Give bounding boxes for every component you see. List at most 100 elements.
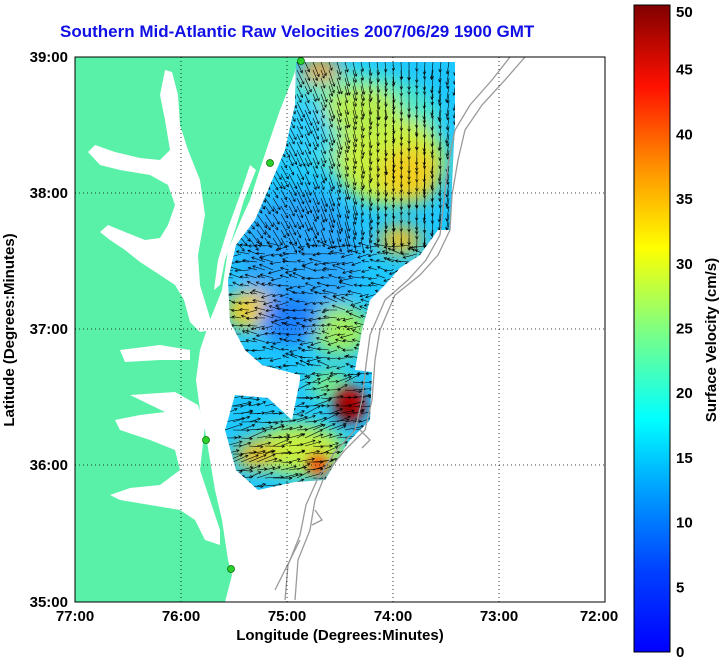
- velocity-arrow: [338, 281, 354, 287]
- velocity-arrow: [344, 189, 349, 200]
- velocity-arrow: [347, 274, 362, 279]
- velocity-arrow: [360, 165, 365, 179]
- velocity-arrow: [322, 295, 338, 303]
- velocity-arrow: [391, 197, 396, 209]
- velocity-arrow: [328, 458, 338, 463]
- velocity-arrow: [316, 240, 330, 247]
- velocity-arrow: [247, 249, 258, 255]
- velocity-arrow: [310, 330, 322, 335]
- velocity-arrow: [273, 317, 290, 323]
- x-tick-label: 77:00: [56, 608, 94, 625]
- velocity-arrow: [302, 308, 313, 312]
- velocity-arrow: [301, 276, 314, 280]
- velocity-arrow: [453, 109, 455, 125]
- velocity-arrow: [320, 423, 336, 431]
- velocity-arrow: [312, 416, 328, 423]
- velocity-arrow: [368, 237, 373, 254]
- velocity-arrow: [264, 197, 275, 213]
- velocity-arrow: [386, 257, 402, 263]
- velocity-arrow: [312, 384, 329, 391]
- velocity-arrow: [328, 125, 336, 144]
- velocity-arrow: [320, 213, 325, 223]
- velocity-arrow: [301, 252, 314, 256]
- velocity-arrow: [312, 125, 319, 140]
- velocity-arrow: [368, 133, 373, 149]
- velocity-arrow: [368, 101, 373, 115]
- velocity-arrow: [391, 101, 396, 115]
- velocity-arrow: [254, 316, 266, 320]
- velocity-arrow: [323, 308, 337, 312]
- velocity-arrow: [282, 354, 290, 359]
- velocity-arrow: [240, 441, 252, 447]
- velocity-arrow: [375, 274, 386, 279]
- velocity-arrow: [328, 221, 334, 234]
- velocity-arrow: [304, 165, 310, 175]
- velocity-arrow: [264, 435, 283, 439]
- velocity-arrow: [320, 101, 325, 112]
- velocity-arrow: [288, 415, 308, 423]
- velocity-arrow: [336, 157, 341, 168]
- velocity-arrow: [296, 133, 303, 145]
- velocity-arrow: [375, 259, 386, 263]
- velocity-arrow: [272, 221, 279, 231]
- velocity-arrow: [328, 189, 336, 207]
- velocity-arrow: [312, 62, 320, 78]
- velocity-arrow: [337, 276, 346, 280]
- velocity-arrow: [383, 245, 394, 249]
- velocity-arrow: [279, 337, 290, 343]
- velocity-arrow: [288, 189, 296, 203]
- velocity-arrow: [280, 347, 290, 352]
- velocity-arrow: [368, 117, 373, 130]
- velocity-arrow: [422, 125, 427, 139]
- velocity-arrow: [288, 285, 298, 290]
- velocity-arrow: [399, 173, 404, 188]
- velocity-arrow: [422, 197, 427, 209]
- velocity-arrow: [342, 339, 354, 343]
- velocity-arrow: [368, 213, 373, 231]
- velocity-arrow: [391, 133, 396, 145]
- velocity-arrow: [239, 275, 250, 279]
- velocity-arrow: [422, 213, 427, 224]
- velocity-arrow: [352, 205, 358, 221]
- velocity-arrow: [328, 205, 336, 224]
- velocity-arrow: [239, 243, 250, 247]
- velocity-arrow: [344, 117, 349, 129]
- velocity-arrow: [422, 165, 426, 183]
- velocity-arrow: [320, 77, 326, 89]
- velocity-arrow: [422, 62, 427, 76]
- velocity-arrow: [270, 345, 282, 351]
- velocity-arrow: [312, 101, 319, 114]
- velocity-arrow: [257, 356, 274, 361]
- velocity-arrow: [234, 259, 250, 264]
- velocity-arrow: [296, 457, 316, 463]
- velocity-arrow: [279, 293, 290, 298]
- velocity-arrow: [304, 109, 313, 126]
- velocity-arrow: [288, 173, 298, 190]
- velocity-arrow: [352, 77, 358, 96]
- velocity-arrow: [328, 442, 339, 447]
- velocity-arrow: [296, 93, 302, 103]
- velocity-arrow: [304, 221, 310, 232]
- velocity-arrow: [422, 141, 427, 156]
- velocity-arrow: [264, 221, 271, 231]
- velocity-arrow: [320, 181, 325, 191]
- velocity-arrow: [264, 450, 275, 455]
- velocity-arrow: [304, 229, 311, 242]
- pamlico-sound: [110, 392, 220, 545]
- velocity-arrow: [291, 290, 306, 295]
- velocity-arrow: [422, 229, 426, 246]
- velocity-arrow: [391, 181, 396, 192]
- velocity-arrow: [234, 269, 250, 273]
- velocity-arrow: [308, 257, 322, 263]
- velocity-arrow: [344, 93, 349, 104]
- velocity-arrow: [340, 296, 354, 303]
- velocity-arrow: [262, 301, 274, 306]
- velocity-arrow: [445, 69, 450, 86]
- velocity-arrow: [430, 181, 435, 191]
- velocity-arrow: [252, 337, 266, 343]
- velocity-arrow: [328, 373, 338, 378]
- velocity-arrow: [415, 237, 419, 253]
- radar-station: [266, 159, 274, 167]
- velocity-arrow: [344, 85, 349, 96]
